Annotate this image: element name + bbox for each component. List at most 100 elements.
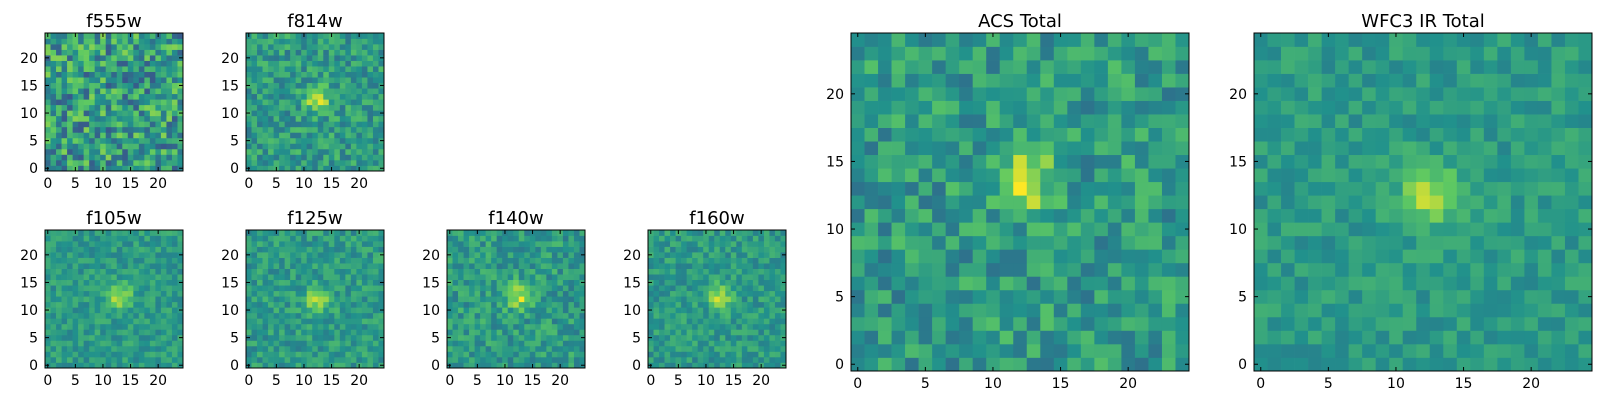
heatmap-cell xyxy=(268,71,274,78)
heatmap-cell xyxy=(664,263,671,269)
heatmap-cell xyxy=(122,55,129,61)
heatmap-cell xyxy=(1080,181,1095,196)
heatmap-cell xyxy=(144,104,151,111)
heatmap-cell xyxy=(295,159,302,166)
heatmap-cell xyxy=(769,301,776,308)
heatmap-cell xyxy=(725,241,732,247)
heatmap-cell xyxy=(78,104,84,111)
heatmap-cell xyxy=(507,268,514,275)
heatmap-cell xyxy=(317,312,324,319)
heatmap-cell xyxy=(367,137,374,144)
heatmap-cell xyxy=(133,329,140,336)
heatmap-cell xyxy=(317,99,324,106)
heatmap-cell xyxy=(50,312,57,319)
heatmap-cell xyxy=(1456,303,1471,318)
heatmap-cell xyxy=(273,274,280,281)
heatmap-cell xyxy=(251,296,258,303)
heatmap-cell xyxy=(301,268,308,275)
heatmap-cell xyxy=(747,241,754,247)
heatmap-cell xyxy=(350,33,357,39)
heatmap-cell xyxy=(94,93,101,100)
heatmap-cell xyxy=(714,235,721,242)
heatmap-cell xyxy=(670,290,676,297)
heatmap-cell xyxy=(83,257,90,264)
heatmap-cell xyxy=(367,246,374,253)
heatmap-cell xyxy=(100,82,107,89)
heatmap-cell xyxy=(317,340,324,347)
heatmap-cell xyxy=(50,126,57,133)
heatmap-cell xyxy=(50,340,57,347)
heatmap-cell xyxy=(171,312,178,319)
heatmap-cell xyxy=(111,307,118,314)
heatmap-cell xyxy=(747,285,754,292)
heatmap-cell xyxy=(529,301,536,308)
heatmap-cell xyxy=(122,329,129,336)
heatmap-cell xyxy=(659,329,665,336)
heatmap-cell xyxy=(719,246,726,253)
heatmap-cell xyxy=(573,285,580,292)
heatmap-cell xyxy=(317,44,324,50)
x-tick-label: 15 xyxy=(1052,376,1070,392)
y-tick-label: 0 xyxy=(632,358,641,374)
heatmap-cell xyxy=(1375,343,1390,358)
heatmap-cell xyxy=(262,257,269,264)
heatmap-cell xyxy=(1308,330,1322,345)
heatmap-cell xyxy=(1470,262,1485,277)
heatmap-cell xyxy=(356,110,363,117)
heatmap-cell xyxy=(769,340,776,347)
heatmap-cell xyxy=(1148,222,1163,237)
heatmap-cell xyxy=(78,279,84,286)
heatmap-cell xyxy=(166,279,173,286)
y-tick-label: 0 xyxy=(230,358,239,374)
heatmap-cell xyxy=(144,356,151,363)
heatmap-cell xyxy=(708,362,715,369)
heatmap-cell xyxy=(780,351,787,358)
heatmap-cell xyxy=(251,301,258,308)
heatmap-cell xyxy=(262,334,269,341)
heatmap-cell xyxy=(474,263,481,269)
heatmap-cell xyxy=(306,285,313,292)
heatmap-cell xyxy=(361,148,368,155)
heatmap-cell xyxy=(138,356,145,363)
heatmap-cell xyxy=(290,285,297,292)
heatmap-cell xyxy=(72,356,79,363)
heatmap-cell xyxy=(356,137,363,144)
heatmap-cell xyxy=(155,323,162,330)
heatmap-cell xyxy=(50,99,57,106)
heatmap-cell xyxy=(323,230,330,236)
heatmap-cell xyxy=(279,345,285,352)
heatmap-cell xyxy=(345,235,352,242)
heatmap-cell xyxy=(485,263,492,269)
heatmap-cell xyxy=(284,356,291,363)
heatmap-cell xyxy=(155,137,162,144)
heatmap-cell xyxy=(653,301,660,308)
heatmap-cell xyxy=(1040,262,1055,277)
heatmap-cell xyxy=(166,312,173,319)
y-tick-label: 15 xyxy=(20,78,38,94)
heatmap-cell xyxy=(284,93,291,100)
heatmap-cell xyxy=(367,334,374,341)
heatmap-cell xyxy=(257,301,263,308)
heatmap-cell xyxy=(945,87,960,101)
heatmap-cell xyxy=(1067,235,1082,250)
heatmap-cell xyxy=(1121,208,1136,223)
heatmap-cell xyxy=(78,49,84,56)
heatmap-cell xyxy=(918,222,933,237)
heatmap-cell xyxy=(1362,262,1377,277)
heatmap-cell xyxy=(703,345,710,352)
heatmap-cell xyxy=(1013,303,1028,318)
heatmap-cell xyxy=(323,159,330,166)
heatmap-cell xyxy=(345,307,352,314)
heatmap-cell xyxy=(323,235,330,242)
heatmap-cell xyxy=(1402,343,1417,358)
heatmap-cell xyxy=(372,312,379,319)
heatmap-cell xyxy=(356,71,363,78)
heatmap-cell xyxy=(1537,316,1552,331)
heatmap-cell xyxy=(100,268,107,275)
heatmap-cell xyxy=(1551,181,1566,196)
heatmap-cell xyxy=(138,312,145,319)
heatmap-cell xyxy=(703,235,710,242)
heatmap-cell xyxy=(67,345,73,352)
heatmap-cell xyxy=(356,285,363,292)
